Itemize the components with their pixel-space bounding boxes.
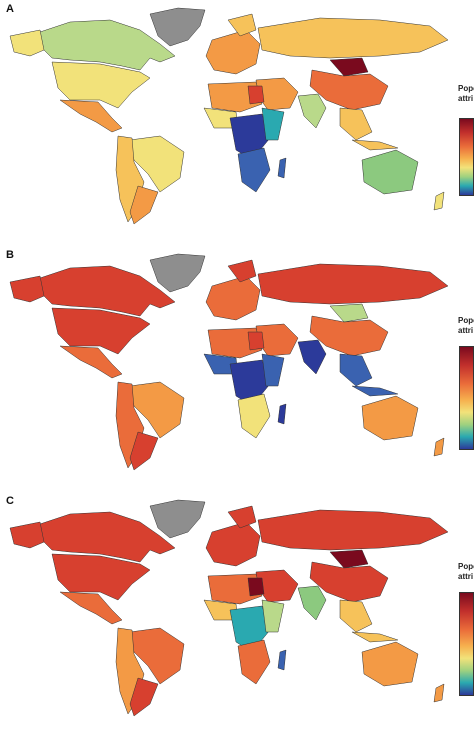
map-panel-b: B xyxy=(0,246,474,486)
region-china xyxy=(309,69,389,111)
region-greenland xyxy=(149,499,206,539)
region-se-asia xyxy=(339,353,373,387)
legend-title: Popo attri xyxy=(458,316,474,336)
region-scandinavia xyxy=(227,259,257,283)
panel-label: B xyxy=(6,249,14,261)
region-europe xyxy=(205,275,261,321)
region-china xyxy=(309,315,389,357)
region-russia xyxy=(257,263,449,305)
region-argentina xyxy=(129,431,159,471)
region-mongolia xyxy=(329,303,369,323)
map-panel-c: C xyxy=(0,492,474,732)
region-india xyxy=(297,339,327,375)
region-egypt xyxy=(247,331,265,351)
region-alaska xyxy=(9,29,45,57)
color-scale-bar xyxy=(459,592,474,696)
region-indonesia xyxy=(351,139,399,151)
region-egypt xyxy=(247,85,265,105)
panel-label: A xyxy=(6,3,14,15)
region-greenland xyxy=(149,253,206,293)
legend-title-line-2: attri xyxy=(458,326,474,335)
world-map xyxy=(9,253,449,471)
region-new-zealand xyxy=(433,191,445,211)
region-india xyxy=(297,585,327,621)
region-brazil xyxy=(129,135,185,193)
region-mexico xyxy=(59,591,123,625)
region-mongolia xyxy=(329,57,369,77)
region-southern-africa xyxy=(237,639,271,685)
region-indonesia xyxy=(351,631,399,643)
region-russia xyxy=(257,509,449,551)
color-scale-bar xyxy=(459,118,474,196)
region-australia xyxy=(361,395,419,441)
region-canada xyxy=(39,19,176,71)
region-east-africa xyxy=(261,107,285,141)
region-east-africa xyxy=(261,599,285,633)
region-mongolia xyxy=(329,549,369,569)
region-australia xyxy=(361,641,419,687)
region-europe xyxy=(205,29,261,75)
panel-label: C xyxy=(6,495,14,507)
world-map xyxy=(9,499,449,717)
region-southern-africa xyxy=(237,147,271,193)
region-europe xyxy=(205,521,261,567)
region-egypt xyxy=(247,577,265,597)
region-canada xyxy=(39,265,176,317)
region-scandinavia xyxy=(227,13,257,37)
region-alaska xyxy=(9,275,45,303)
region-usa xyxy=(51,61,151,109)
legend-title-line-1: Popo xyxy=(458,562,474,571)
region-scandinavia xyxy=(227,505,257,529)
region-greenland xyxy=(149,7,206,47)
region-new-zealand xyxy=(433,683,445,703)
region-usa xyxy=(51,307,151,355)
legend-title-line-2: attri xyxy=(458,572,474,581)
region-argentina xyxy=(129,677,159,717)
region-se-asia xyxy=(339,107,373,141)
legend-title: Popo attri xyxy=(458,84,474,104)
map-panel-a: A xyxy=(0,0,474,240)
region-mexico xyxy=(59,99,123,133)
region-alaska xyxy=(9,521,45,549)
region-madagascar xyxy=(277,649,287,671)
region-se-asia xyxy=(339,599,373,633)
region-east-africa xyxy=(261,353,285,387)
region-usa xyxy=(51,553,151,601)
region-australia xyxy=(361,149,419,195)
region-mexico xyxy=(59,345,123,379)
legend-title: Popo attri xyxy=(458,562,474,582)
world-map xyxy=(9,7,449,225)
region-madagascar xyxy=(277,403,287,425)
region-russia xyxy=(257,17,449,59)
region-new-zealand xyxy=(433,437,445,457)
legend-title-line-2: attri xyxy=(458,94,474,103)
region-madagascar xyxy=(277,157,287,179)
region-brazil xyxy=(129,381,185,439)
region-india xyxy=(297,93,327,129)
region-canada xyxy=(39,511,176,563)
region-southern-africa xyxy=(237,393,271,439)
color-scale-bar xyxy=(459,346,474,450)
region-indonesia xyxy=(351,385,399,397)
legend-title-line-1: Popo xyxy=(458,84,474,93)
region-brazil xyxy=(129,627,185,685)
region-argentina xyxy=(129,185,159,225)
region-china xyxy=(309,561,389,603)
legend-title-line-1: Popo xyxy=(458,316,474,325)
